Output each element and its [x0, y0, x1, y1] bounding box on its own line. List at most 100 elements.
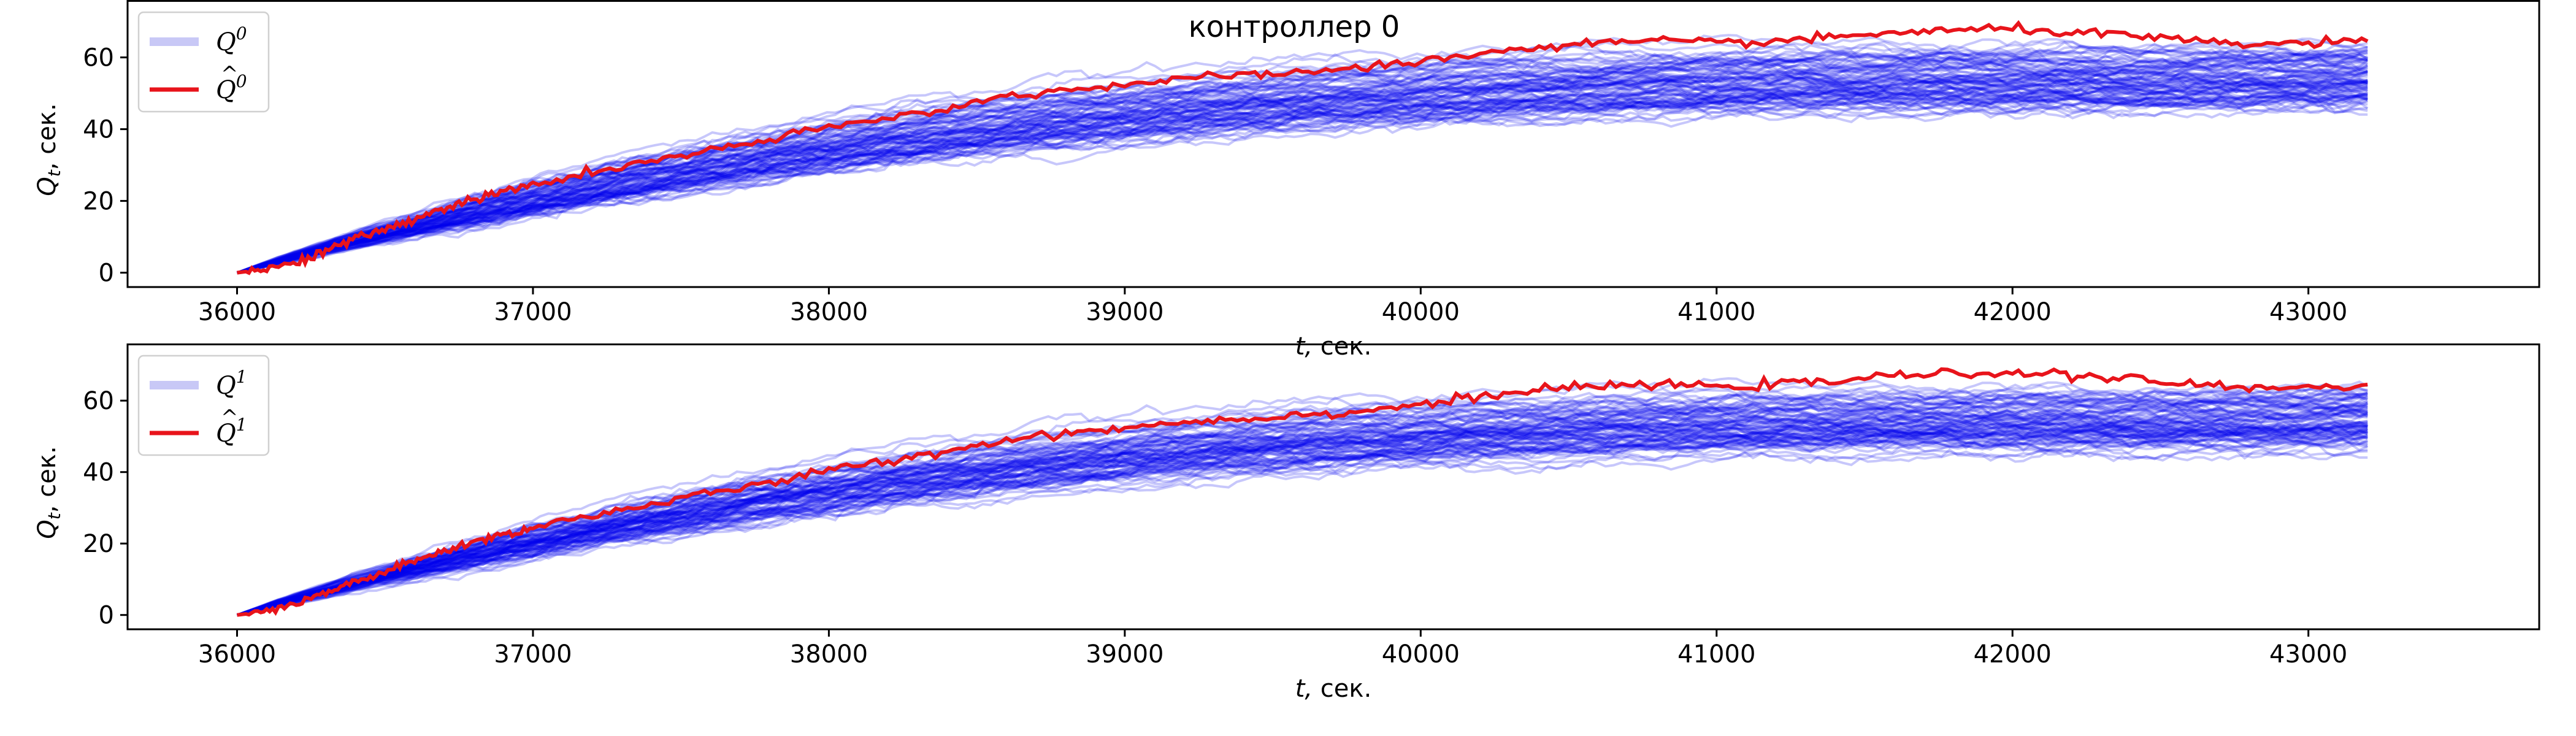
- ensemble-line: [237, 423, 2368, 616]
- ensemble-line: [237, 430, 2368, 616]
- ensemble-line: [237, 439, 2369, 616]
- y-axis-label: Qt, сек.: [33, 103, 64, 196]
- ensemble-line: [236, 78, 2369, 274]
- ensemble-line: [236, 386, 2368, 616]
- ensemble-line: [236, 421, 2369, 616]
- ensemble-line: [237, 93, 2368, 274]
- y-tick-label: 60: [83, 387, 114, 415]
- ensemble-line: [236, 418, 2368, 616]
- ensemble-line: [236, 67, 2368, 274]
- ensemble-line: [236, 77, 2368, 274]
- ensemble-line: [236, 418, 2368, 616]
- ensemble-line: [237, 52, 2369, 274]
- legend-box: [137, 11, 270, 113]
- ensemble-line: [236, 83, 2369, 274]
- x-axis-unit: сек.: [1313, 332, 1371, 361]
- ensemble-line: [236, 65, 2368, 274]
- chart-title: контроллер 0: [1189, 10, 1400, 44]
- legend-label-sup: 1: [236, 367, 247, 387]
- legend-label-base: Q: [216, 76, 236, 104]
- x-tick-label: 37000: [494, 298, 572, 326]
- legend-label: Q0: [216, 23, 247, 56]
- ensemble-line: [236, 90, 2368, 274]
- ensemble-line: [237, 429, 2368, 616]
- ensemble-line: [236, 83, 2368, 274]
- ensemble-line: [237, 423, 2368, 616]
- ensemble-line: [237, 88, 2368, 274]
- ensemble-line: [236, 396, 2369, 616]
- x-tick-label: 41000: [1677, 640, 1755, 669]
- ensemble-line: [236, 75, 2368, 274]
- legend-label-sup: 1: [236, 415, 247, 435]
- plot-area: [236, 20, 2369, 275]
- ensemble-line: [236, 75, 2368, 274]
- ensemble-line: [236, 430, 2369, 616]
- ensemble-line: [236, 397, 2368, 616]
- ensemble-line: [236, 60, 2368, 274]
- ensemble-line: [236, 408, 2369, 616]
- ensemble-line: [236, 71, 2368, 274]
- ensemble-line: [237, 91, 2368, 274]
- x-tick-label: 39000: [1086, 640, 1163, 669]
- x-axis-unit: сек.: [1313, 675, 1371, 703]
- x-tick-label: 38000: [790, 640, 868, 669]
- ensemble-line: [236, 55, 2369, 274]
- ensemble-line: [236, 391, 2368, 616]
- ensemble-line: [236, 404, 2368, 616]
- y-axis-unit: , сек.: [33, 446, 61, 513]
- ensemble-line: [236, 412, 2369, 616]
- ensemble-line: [236, 66, 2368, 274]
- ensemble-line: [236, 432, 2368, 616]
- ensemble-line: [236, 46, 2368, 274]
- ensemble-line: [237, 424, 2368, 616]
- ensemble-line: [236, 418, 2368, 616]
- ensemble-line: [236, 388, 2368, 616]
- legend-label-sup: 0: [236, 71, 247, 91]
- ensemble-line: [237, 421, 2368, 616]
- ensemble-line: [237, 437, 2368, 616]
- ensemble-line: [236, 406, 2369, 616]
- ensemble-line: [237, 87, 2368, 274]
- ensemble-line: [237, 424, 2368, 616]
- ensemble-line: [237, 89, 2368, 274]
- ensemble-line: [236, 88, 2368, 274]
- ensemble-line: [236, 387, 2368, 616]
- ensemble-line: [236, 424, 2368, 616]
- ensemble-line: [236, 72, 2369, 274]
- ensemble-line: [236, 87, 2368, 274]
- ensemble-line: [236, 54, 2368, 274]
- ensemble-line: [236, 90, 2368, 274]
- ensemble-line: [237, 77, 2368, 274]
- y-tick-label: 20: [83, 530, 114, 558]
- x-tick-label: 36000: [198, 298, 276, 326]
- ensemble-line: [236, 420, 2368, 616]
- ensemble-line: [236, 77, 2368, 274]
- ensemble-line: [237, 82, 2368, 274]
- ensemble-line: [237, 432, 2368, 616]
- ensemble-line: [236, 34, 2368, 274]
- legend-hat-mark: ^: [221, 62, 239, 86]
- ensemble-line: [236, 420, 2368, 616]
- ensemble-line: [237, 98, 2368, 274]
- ensemble-line: [236, 399, 2369, 616]
- axes-frame: [126, 0, 2540, 288]
- ensemble-line: [237, 435, 2368, 616]
- y-tick-label: 0: [99, 259, 114, 288]
- x-tick-label: 43000: [2269, 298, 2347, 326]
- ensemble-line: [236, 37, 2368, 274]
- ensemble-line: [237, 93, 2368, 274]
- ensemble-line: [236, 405, 2368, 616]
- ensemble-line: [237, 424, 2368, 616]
- x-tick-label: 41000: [1677, 298, 1755, 326]
- ensemble-line: [236, 415, 2369, 616]
- ensemble-line: [236, 418, 2369, 616]
- ensemble-line: [237, 100, 2368, 274]
- mean-series-line: [237, 20, 2369, 275]
- ensemble-line: [236, 47, 2368, 274]
- y-axis-sub: t: [44, 512, 64, 519]
- ensemble-line: [236, 63, 2368, 274]
- ensemble-line: [236, 82, 2368, 274]
- ensemble-line: [236, 423, 2368, 616]
